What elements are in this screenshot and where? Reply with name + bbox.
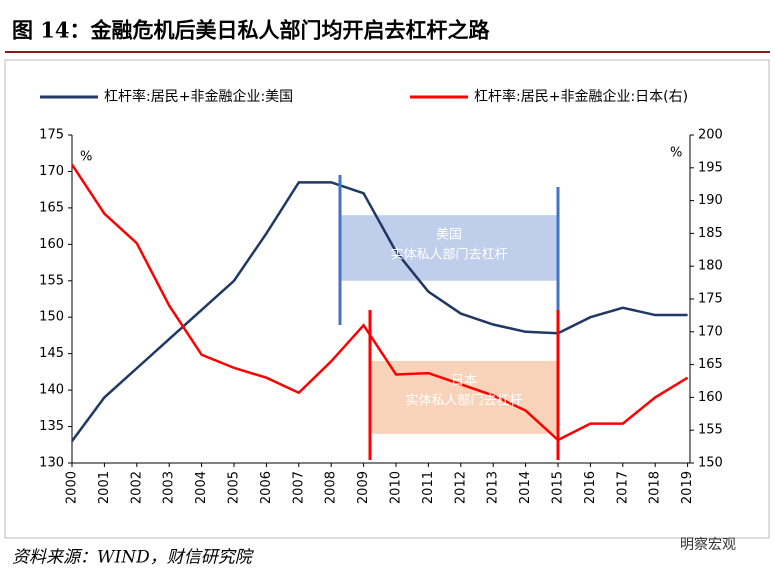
y2-tick-label: 175 bbox=[698, 292, 723, 307]
y2-tick-label: 165 bbox=[698, 357, 723, 372]
y-tick-label: 130 bbox=[39, 456, 64, 471]
x-tick-label: 2013 bbox=[486, 471, 501, 504]
y2-tick-label: 190 bbox=[698, 193, 723, 208]
y-tick-label: 135 bbox=[39, 419, 64, 434]
legend-label: 杠杆率:居民+非金融企业:日本(右) bbox=[474, 88, 688, 105]
y2-tick-label: 195 bbox=[698, 160, 723, 175]
x-tick-label: 2010 bbox=[389, 471, 404, 504]
x-tick-label: 2019 bbox=[680, 471, 695, 504]
y-tick-label: 150 bbox=[39, 310, 64, 325]
y2-tick-label: 200 bbox=[698, 128, 723, 143]
chart-title: 图 14：金融危机后美日私人部门均开启去杠杆之路 bbox=[12, 18, 491, 43]
y-tick-label: 175 bbox=[39, 128, 64, 143]
annotation-box bbox=[340, 215, 558, 281]
y-tick-label: 170 bbox=[39, 164, 64, 179]
x-tick-label: 2006 bbox=[259, 471, 274, 504]
y-tick-label: 145 bbox=[39, 346, 64, 361]
y-tick-label: 140 bbox=[39, 383, 64, 398]
x-tick-label: 2007 bbox=[291, 471, 306, 504]
x-tick-label: 2018 bbox=[648, 471, 663, 504]
annotation-text: 实体私人部门去杠杆 bbox=[390, 247, 507, 263]
x-tick-label: 2008 bbox=[324, 471, 339, 504]
x-tick-label: 2015 bbox=[551, 471, 566, 504]
x-tick-label: 2000 bbox=[65, 471, 80, 504]
y-tick-label: 160 bbox=[39, 237, 64, 252]
y2-tick-label: 160 bbox=[698, 390, 723, 405]
series-line bbox=[70, 181, 688, 442]
series-line bbox=[70, 163, 689, 442]
y2-tick-label: 170 bbox=[698, 324, 723, 339]
legend-label: 杠杆率:居民+非金融企业:美国 bbox=[104, 88, 293, 105]
watermark: 明察宏观 bbox=[680, 536, 736, 553]
x-tick-label: 2014 bbox=[518, 471, 533, 504]
annotation-text: 美国 bbox=[436, 228, 462, 243]
y2-tick-label: 180 bbox=[698, 259, 723, 274]
y-tick-label: 165 bbox=[39, 200, 64, 215]
y-tick-label: 155 bbox=[39, 273, 64, 288]
x-tick-label: 2016 bbox=[583, 471, 598, 504]
y2-unit: % bbox=[670, 146, 682, 161]
source: 资料来源：WIND，财信研究院 bbox=[12, 548, 255, 568]
annotation-text: 实体私人部门去杠杆 bbox=[405, 392, 522, 408]
frame bbox=[4, 59, 770, 539]
x-tick-label: 2017 bbox=[615, 471, 630, 504]
y2-tick-label: 185 bbox=[698, 226, 723, 241]
x-tick-label: 2001 bbox=[97, 471, 112, 504]
x-tick-label: 2002 bbox=[129, 471, 144, 504]
y2-tick-label: 150 bbox=[698, 456, 723, 471]
annotation-text: 日本 bbox=[451, 373, 477, 388]
x-tick-label: 2012 bbox=[453, 471, 468, 504]
x-tick-label: 2005 bbox=[227, 471, 242, 504]
x-tick-label: 2003 bbox=[162, 471, 177, 504]
y-unit: % bbox=[80, 150, 92, 165]
x-tick-label: 2011 bbox=[421, 471, 436, 504]
x-tick-label: 2004 bbox=[194, 471, 209, 504]
x-tick-label: 2009 bbox=[356, 471, 371, 504]
y2-tick-label: 155 bbox=[698, 423, 723, 438]
